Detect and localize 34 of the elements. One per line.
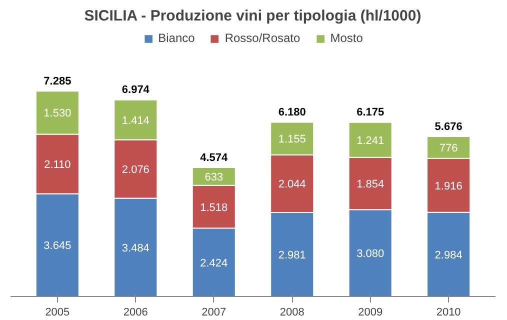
total-label: 4.574 [200,152,229,164]
legend-label: Mosto [330,31,363,45]
data-label: 2.076 [122,164,150,176]
data-label: 1.854 [356,178,384,191]
data-label: 1.530 [44,108,72,120]
data-label: 2.044 [278,178,306,191]
x-tick-label: 2010 [436,306,461,318]
data-label: 3.080 [356,248,384,260]
data-label: 2.984 [434,249,462,262]
data-label: 3.484 [122,242,150,254]
legend-label: Bianco [158,31,195,45]
total-label: 6.175 [356,106,384,119]
data-label: 776 [439,142,458,154]
x-tick-label: 2007 [202,306,226,318]
data-label: 1.414 [122,114,150,127]
data-label: 1.916 [434,180,462,192]
x-tick-label: 2006 [123,306,148,318]
chart-title: SICILIA - Produzione vini per tipologia (hl/1000) [84,8,422,24]
legend-label: Rosso/Rosato [224,31,300,45]
data-label: 2.424 [200,257,228,270]
x-tick-label: 2008 [280,306,304,318]
total-label: 5.676 [434,120,462,133]
x-tick-label: 2005 [45,306,70,318]
total-label: 6.180 [278,106,306,119]
data-label: 2.981 [278,249,306,262]
total-label: 7.285 [44,75,72,88]
total-label: 6.974 [122,84,150,96]
data-label: 1.518 [200,202,228,214]
data-label: 2.110 [44,158,71,171]
data-label: 633 [204,171,224,184]
x-tick-label: 2009 [358,306,383,318]
data-label: 1.155 [278,134,306,146]
data-label: 1.241 [356,134,384,147]
data-label: 3.645 [44,240,72,252]
